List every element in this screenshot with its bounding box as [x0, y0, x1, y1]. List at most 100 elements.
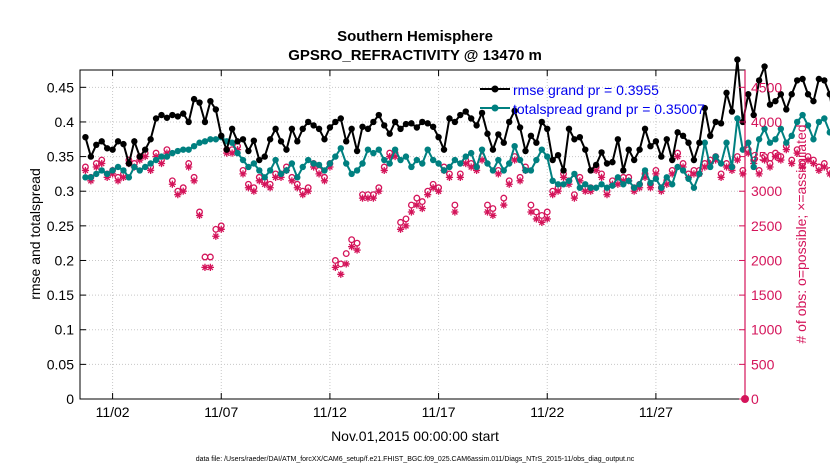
rmse-point — [804, 91, 812, 98]
assimilated-obs-point — [592, 166, 600, 175]
assimilated-obs-point — [690, 170, 698, 178]
totalspread-point — [821, 115, 828, 122]
possible-obs-point — [543, 208, 551, 216]
rmse-point — [370, 118, 377, 126]
assimilated-obs-point — [168, 180, 176, 188]
assimilated-obs-point — [315, 170, 323, 178]
y-right-tick-label: 2500 — [751, 218, 782, 234]
rmse-point — [614, 136, 622, 143]
totalspread-point — [266, 167, 274, 174]
totalspread-point — [587, 184, 594, 191]
assimilated-obs-point — [630, 187, 638, 195]
rmse-point — [386, 130, 393, 137]
rmse-point — [609, 158, 616, 166]
assimilated-obs-point — [141, 152, 149, 161]
totalspread-point — [614, 174, 622, 181]
assimilated-obs-point — [195, 211, 204, 220]
assimilated-obs-point — [261, 180, 269, 188]
assimilated-obs-point — [147, 166, 155, 175]
assimilated-obs-point — [451, 208, 459, 216]
rmse-point — [82, 133, 89, 141]
totalspread-point — [185, 146, 192, 153]
rmse-point — [522, 147, 529, 155]
assimilated-obs-point — [266, 184, 274, 192]
assimilated-obs-point — [386, 152, 394, 161]
rmse-point — [799, 75, 806, 83]
rmse-point — [212, 106, 220, 113]
y-right-tick-label: 4000 — [751, 114, 782, 130]
totalspread-point — [180, 146, 187, 153]
rmse-point — [136, 153, 143, 160]
rmse-point — [516, 124, 524, 131]
assimilated-obs-point — [429, 184, 437, 192]
rmse-point — [288, 125, 296, 133]
assimilated-obs-point — [815, 166, 823, 175]
totalspread-point — [457, 160, 464, 167]
x-tick-label: 11/12 — [313, 404, 347, 420]
rmse-point — [701, 104, 708, 112]
totalspread-point — [750, 163, 757, 171]
totalspread-point — [679, 167, 687, 174]
totalspread-point — [592, 184, 600, 191]
totalspread-point — [473, 163, 480, 171]
rmse-point — [114, 138, 122, 145]
totalspread-point — [484, 160, 491, 167]
possible-obs-point — [484, 201, 491, 209]
rmse-point — [766, 101, 774, 108]
assimilated-obs-point — [185, 163, 193, 171]
totalspread-point — [310, 160, 317, 167]
rmse-point — [315, 125, 323, 133]
assimilated-obs-point — [554, 187, 562, 195]
totalspread-point — [326, 160, 334, 167]
totalspread-point — [304, 156, 312, 164]
totalspread-point — [793, 118, 801, 126]
rmse-point — [185, 118, 192, 126]
assimilated-obs-point — [407, 208, 416, 216]
assimilated-obs-point — [152, 152, 160, 161]
rmse-point — [625, 146, 632, 153]
rmse-point — [283, 146, 290, 153]
rmse-series — [82, 56, 830, 174]
rmse-point — [728, 108, 736, 115]
totalspread-point — [98, 167, 105, 174]
totalspread-point — [337, 145, 344, 152]
assimilated-obs-point — [798, 163, 807, 171]
rmse-point — [527, 132, 535, 139]
totalspread-point — [766, 139, 774, 146]
totalspread-point — [332, 153, 339, 160]
totalspread-point — [549, 177, 556, 185]
assimilated-obs-point — [782, 146, 790, 154]
rmse-point — [147, 136, 154, 143]
rmse-point — [332, 118, 339, 126]
assimilated-obs-point — [760, 156, 769, 164]
rmse-point — [663, 136, 670, 143]
totalspread-point — [516, 156, 524, 164]
y-left-tick-label: 0.3 — [55, 183, 75, 199]
possible-obs-point — [418, 198, 426, 206]
rmse-point — [538, 118, 546, 126]
totalspread-point — [440, 167, 448, 174]
y-right-tick-label: 3500 — [751, 149, 782, 165]
totalspread-point — [755, 136, 763, 143]
axes: 11/02 11/07 11/12 11/17 11/22 11/27 0 0.05 0.1 0.… — [47, 70, 782, 420]
totalspread-point — [826, 129, 830, 136]
assimilated-obs-point — [646, 184, 655, 192]
totalspread-point — [261, 174, 268, 181]
assimilated-obs-point — [206, 263, 214, 271]
assimilated-obs-point — [119, 173, 128, 181]
assimilated-obs-point — [603, 191, 611, 199]
rmse-point — [174, 113, 181, 120]
legend: rmse grand pr = 0.3955 totalspread grand… — [480, 82, 705, 117]
assimilated-obs-point — [636, 184, 644, 192]
assimilated-obs-point — [674, 152, 682, 161]
totalspread-point — [582, 181, 589, 188]
rmse-point — [620, 167, 627, 174]
rmse-point — [647, 142, 654, 150]
totalspread-point — [728, 163, 736, 171]
totalspread-point — [190, 142, 198, 150]
totalspread-point — [120, 167, 127, 174]
totalspread-point — [451, 156, 459, 164]
rmse-point — [815, 75, 823, 83]
rmse-point — [103, 145, 111, 152]
assimilated-obs-point — [771, 152, 780, 161]
